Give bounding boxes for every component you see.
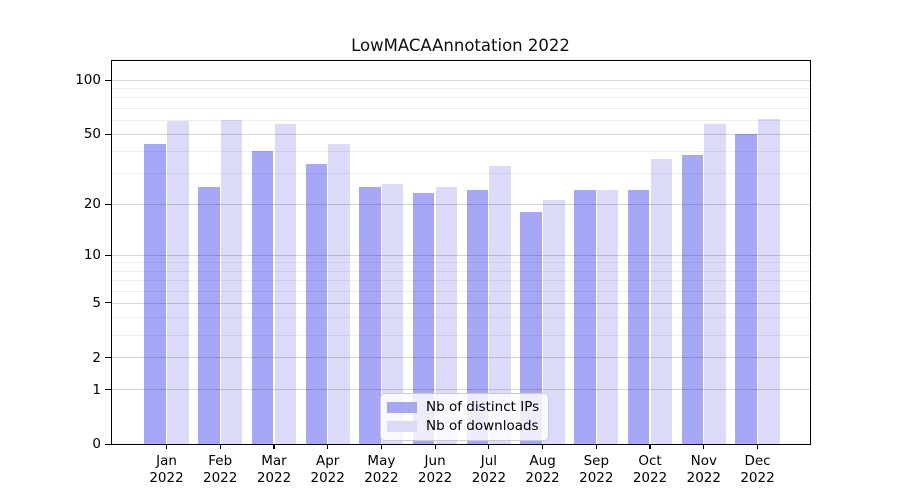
y-tick-label: 50: [83, 126, 101, 143]
x-tick: [380, 444, 382, 449]
gridline-major: [112, 302, 810, 304]
bar-distinct-ips-mar: [251, 151, 274, 444]
legend-swatch-downloads: [387, 420, 417, 432]
x-tick: [273, 444, 275, 449]
gridline-minor: [112, 173, 810, 175]
bar-distinct-ips-feb: [198, 187, 220, 444]
bar-downloads-jan: [167, 121, 189, 444]
gridline-major: [112, 254, 810, 256]
y-tick-label: 2: [92, 349, 101, 366]
gridline-minor: [112, 151, 810, 153]
bar-downloads-sep: [596, 190, 619, 444]
gridline-minor: [112, 262, 810, 264]
gridline-major: [112, 80, 810, 81]
x-tick-label-dec: Dec 2022: [740, 453, 775, 486]
y-tick-label: 100: [75, 72, 101, 89]
gridline-major: [112, 133, 810, 135]
gridline-minor: [112, 107, 810, 109]
x-tick-label-jun: Jun 2022: [417, 453, 453, 486]
x-tick-label-jan: Jan 2022: [149, 453, 184, 486]
bar-downloads-jun: [435, 187, 458, 444]
x-tick: [703, 444, 705, 449]
x-tick-label-jul: Jul 2022: [471, 453, 507, 486]
gridline-minor: [112, 270, 810, 272]
gridline-major: [112, 357, 810, 359]
bar-downloads-nov: [704, 123, 726, 444]
bar-downloads-mar: [274, 123, 296, 444]
y-tick: [105, 133, 111, 135]
x-tick-label-apr: Apr 2022: [310, 453, 345, 486]
y-tick: [105, 79, 111, 81]
y-tick: [105, 388, 111, 391]
x-tick: [542, 444, 544, 449]
x-tick: [165, 444, 168, 449]
gridline-minor: [112, 317, 810, 319]
plot-area: [111, 60, 811, 445]
gridline-minor: [112, 334, 810, 336]
bar-distinct-ips-jul: [466, 190, 489, 444]
y-tick-label: 0: [92, 436, 101, 453]
bar-distinct-ips-dec: [735, 133, 757, 444]
x-tick: [756, 444, 759, 449]
bar-downloads-jul: [489, 165, 511, 444]
gridline-major: [112, 203, 810, 205]
y-tick-label: 5: [92, 294, 101, 311]
gridline-minor: [112, 88, 810, 90]
x-tick-label-oct: Oct 2022: [632, 453, 668, 486]
bar-distinct-ips-sep: [574, 190, 596, 444]
bar-distinct-ips-nov: [681, 155, 704, 444]
legend: Nb of distinct IPs Nb of downloads: [380, 392, 550, 441]
gridline-minor: [112, 290, 810, 292]
bar-downloads-apr: [328, 143, 350, 444]
x-tick-label-nov: Nov 2022: [686, 453, 721, 486]
gridline-minor: [112, 280, 810, 281]
bar-downloads-aug: [543, 200, 565, 444]
legend-swatch-distinct-ips: [387, 401, 417, 413]
x-tick-label-sep: Sep 2022: [579, 453, 614, 486]
bar-downloads-may: [381, 184, 404, 444]
legend-label-distinct-ips: Nb of distinct IPs: [426, 398, 540, 415]
y-tick: [105, 254, 111, 256]
x-tick: [219, 444, 221, 449]
gridline-major: [112, 389, 810, 391]
y-tick: [105, 302, 111, 304]
bar-distinct-ips-apr: [305, 163, 327, 444]
gridline-minor: [112, 119, 810, 121]
bar-downloads-feb: [220, 119, 243, 444]
bar-distinct-ips-jun: [412, 193, 435, 444]
y-tick-label: 20: [83, 196, 101, 213]
x-tick-label-may: May 2022: [364, 453, 399, 486]
x-tick: [595, 444, 597, 449]
x-tick: [434, 444, 436, 449]
bar-downloads-dec: [758, 118, 780, 444]
legend-item-distinct-ips: Nb of distinct IPs: [387, 398, 540, 415]
bar-distinct-ips-aug: [520, 211, 542, 444]
x-tick: [488, 444, 490, 449]
x-tick-label-aug: Aug 2022: [525, 453, 560, 486]
x-tick: [649, 444, 651, 449]
bar-distinct-ips-jan: [144, 143, 166, 444]
y-tick: [105, 357, 111, 359]
x-tick-label-mar: Mar 2022: [256, 453, 292, 486]
y-tick: [105, 443, 111, 445]
legend-label-downloads: Nb of downloads: [426, 417, 539, 434]
bar-distinct-ips-may: [359, 187, 381, 444]
gridline-minor: [112, 97, 810, 99]
y-tick-label: 1: [92, 381, 101, 398]
bar-distinct-ips-oct: [627, 190, 650, 444]
x-tick: [327, 444, 329, 449]
bar-downloads-oct: [650, 159, 672, 444]
legend-item-downloads: Nb of downloads: [387, 417, 539, 434]
chart-title: LowMACAAnnotation 2022: [351, 36, 570, 55]
x-tick-label-feb: Feb 2022: [203, 453, 238, 486]
y-tick-label: 10: [83, 247, 101, 264]
y-tick: [105, 203, 111, 205]
